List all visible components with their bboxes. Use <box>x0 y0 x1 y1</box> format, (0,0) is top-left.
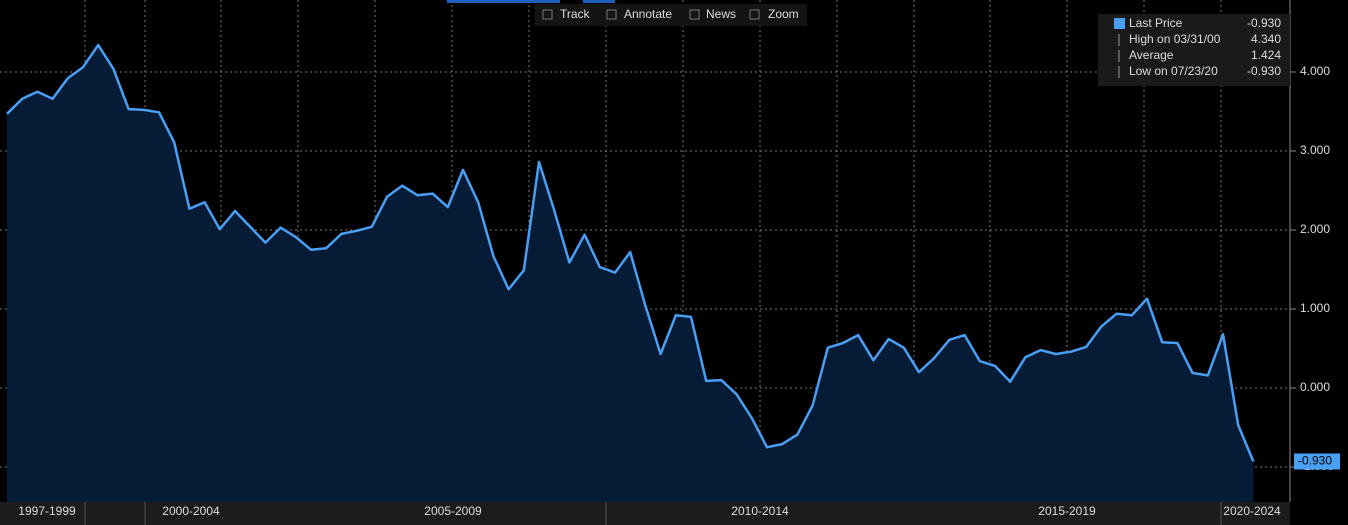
legend-value: -0.930 <box>1247 16 1281 30</box>
y-tick-label: 3.000 <box>1300 143 1330 157</box>
legend-value: 4.340 <box>1251 32 1281 46</box>
toolbar-button[interactable]: Track <box>560 7 591 21</box>
legend-label: High on 03/31/00 <box>1129 32 1221 46</box>
x-tick-label: 2020-2024 <box>1223 504 1281 518</box>
legend-label: Low on 07/23/20 <box>1129 64 1218 78</box>
legend: Last Price -0.930 High on 03/31/00 4.340 Ave… <box>1098 14 1290 86</box>
y-tick-label: 4.000 <box>1300 64 1330 78</box>
toolbar-icon <box>749 9 760 20</box>
top-strip <box>447 0 560 3</box>
toolbar-icon <box>606 9 617 20</box>
x-tick-label: 2005-2009 <box>424 504 482 518</box>
y-tick-label: 0.000 <box>1300 380 1330 394</box>
toolbar-button[interactable]: News <box>706 7 736 21</box>
toolbar-icon <box>542 9 553 20</box>
y-tick-label: 2.000 <box>1300 222 1330 236</box>
plot <box>6 43 1255 502</box>
toolbar: Track Annotate News Zoom <box>535 4 807 26</box>
y-tick-label: 1.000 <box>1300 301 1330 315</box>
legend-label: Average <box>1129 48 1174 62</box>
toolbar-bg <box>535 4 807 26</box>
area <box>7 45 1254 502</box>
last-price-label: -0.930 <box>1298 454 1332 468</box>
line <box>6 43 1255 462</box>
last-price-badge <box>1294 453 1340 470</box>
x-tick-label: 2000-2004 <box>162 504 220 518</box>
top-strip <box>583 0 615 3</box>
x-tick-label: 1997-1999 <box>18 504 76 518</box>
toolbar-icon <box>689 9 700 20</box>
toolbar-button[interactable]: Annotate <box>624 7 672 21</box>
legend-value: 1.424 <box>1251 48 1281 62</box>
x-axis-bar <box>0 502 1290 525</box>
legend-value: -0.930 <box>1247 64 1281 78</box>
legend-bg <box>1098 14 1290 86</box>
legend-swatch <box>1114 18 1125 29</box>
x-tick-label: 2010-2014 <box>731 504 789 518</box>
legend-label: Last Price <box>1129 16 1183 30</box>
toolbar-button[interactable]: Zoom <box>768 7 799 21</box>
x-tick-label: 2015-2019 <box>1038 504 1096 518</box>
